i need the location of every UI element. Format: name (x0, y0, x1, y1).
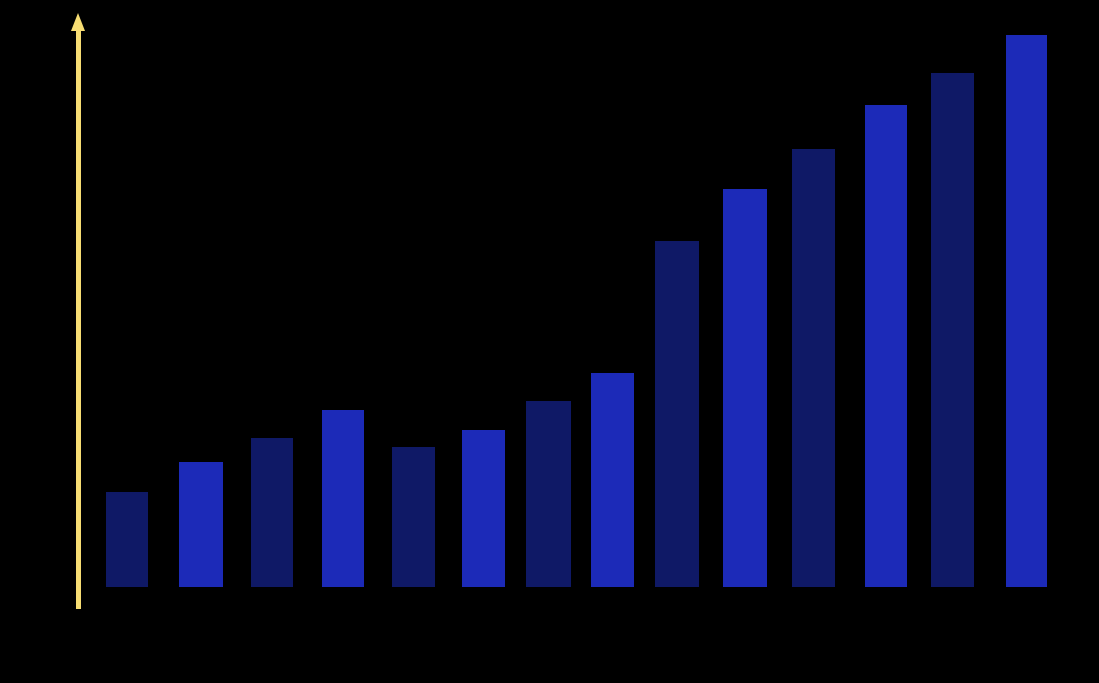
bar-9 (655, 241, 699, 587)
bar-10 (723, 189, 767, 587)
bar-7 (526, 401, 571, 587)
bar-6 (462, 430, 505, 587)
bar-4 (322, 410, 364, 587)
bar-2 (179, 462, 223, 587)
bar-12 (865, 105, 907, 587)
bar-series (106, 35, 1047, 587)
bar-14 (1006, 35, 1047, 587)
bar-5 (392, 447, 435, 587)
bar-8 (591, 373, 634, 587)
bar-3 (251, 438, 293, 587)
bar-1 (106, 492, 148, 587)
bar-13 (931, 73, 974, 587)
bar-11 (792, 149, 835, 587)
y-axis-line (76, 28, 81, 609)
y-axis (0, 0, 100, 683)
arrow-up-icon (71, 13, 85, 31)
